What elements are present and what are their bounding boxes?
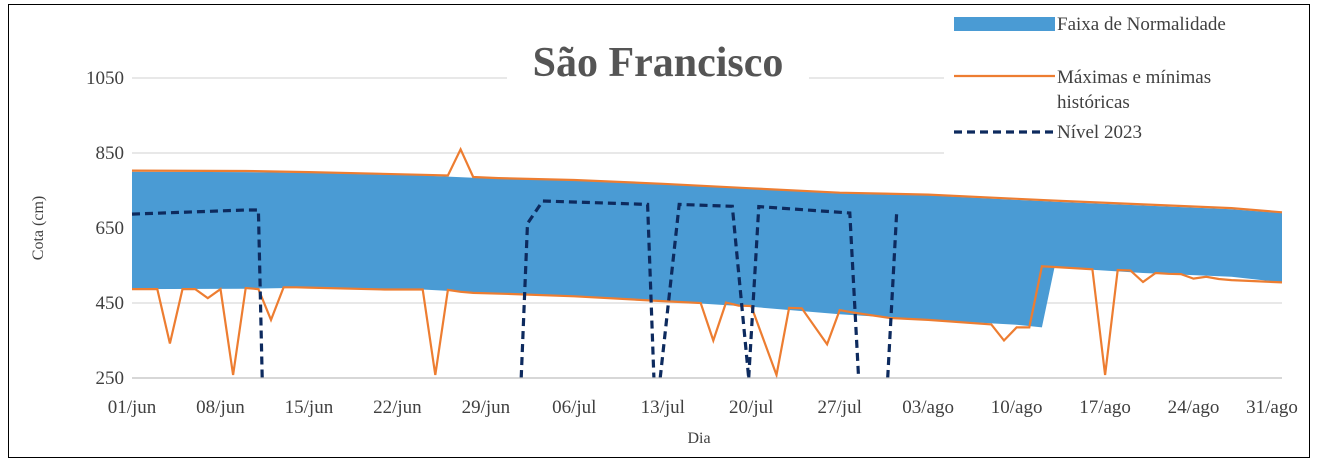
- historic-max-line: [131, 146, 1283, 214]
- y-axis-title: Cota (cm): [30, 196, 47, 260]
- y-tick-label-450: 450: [96, 293, 125, 314]
- chart-title: São Francisco: [533, 40, 784, 86]
- chart-title-background: [507, 35, 809, 93]
- x-tick-label-2: 15/jun: [285, 397, 334, 418]
- chart-svg: 250 450 650 850 1050 01/jun 08/jun 15/jun 22/jun…: [30, 7, 1307, 447]
- x-tick-label-6: 13/jul: [641, 397, 685, 418]
- chart-frame: 250 450 650 850 1050 01/jun 08/jun 15/jun 22/jun…: [8, 4, 1310, 458]
- legend-background: [944, 7, 1307, 179]
- x-tick-label-4: 29/jun: [462, 397, 511, 418]
- legend-label-band: Faixa de Normalidade: [1057, 14, 1226, 35]
- level-2023-segment-2: [519, 199, 656, 379]
- x-tick-label-5: 06/jul: [552, 397, 596, 418]
- x-tick-label-9: 03/ago: [902, 397, 954, 418]
- y-tick-label-850: 850: [96, 143, 125, 164]
- x-tick-label-8: 27/jul: [818, 397, 862, 418]
- legend-label-level: Nível 2023: [1057, 122, 1142, 143]
- x-tick-label-11: 17/ago: [1079, 397, 1131, 418]
- x-tick-label-13: 31/ago: [1246, 397, 1298, 418]
- x-tick-label-1: 08/jun: [196, 397, 245, 418]
- level-2023-segment-5: [886, 213, 899, 379]
- x-tick-label-0: 01/jun: [108, 397, 157, 418]
- y-tick-label-1050: 1050: [86, 68, 124, 89]
- level-2023-segment-4: [747, 204, 861, 379]
- y-tick-label-250: 250: [96, 368, 125, 389]
- x-tick-label-3: 22/jun: [373, 397, 422, 418]
- normal-range-band: [132, 171, 1282, 328]
- level-2023-segment-3: [658, 202, 751, 379]
- x-tick-label-10: 10/ago: [991, 397, 1043, 418]
- level-2023-segment-1: [131, 208, 264, 379]
- x-tick-label-12: 24/ago: [1168, 397, 1220, 418]
- x-axis-title: Dia: [687, 430, 710, 447]
- legend-label-historic-line2: históricas: [1057, 92, 1130, 113]
- legend-label-historic-line1: Máximas e mínimas: [1057, 67, 1211, 88]
- x-tick-label-7: 20/jul: [729, 397, 773, 418]
- legend-swatch-band: [954, 17, 1055, 31]
- y-tick-label-650: 650: [96, 218, 125, 239]
